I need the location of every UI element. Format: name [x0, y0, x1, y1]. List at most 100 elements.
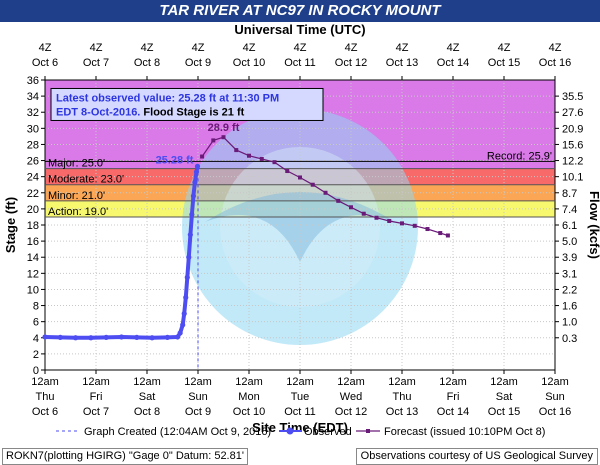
legend-created-label: Graph Created (12:04AM Oct 9, 2016) — [84, 426, 271, 438]
observed-value-label: 25.28 ft — [156, 154, 194, 166]
y-tick-label: 26 — [27, 156, 39, 168]
forecast-point — [247, 153, 251, 158]
forecast-point — [323, 190, 328, 195]
y-tick-label: 30 — [27, 123, 39, 135]
y-tick-label: 24 — [27, 172, 39, 184]
record-label: Record: 25.9' — [487, 150, 552, 162]
observed-point — [42, 334, 48, 340]
observed-point — [194, 163, 201, 169]
utc-date-label: Oct 15 — [488, 57, 520, 69]
flow-tick-label: 20.9 — [562, 123, 583, 135]
utc-tick-label: 4Z — [294, 42, 307, 54]
flow-tick-label: 10.1 — [562, 172, 583, 184]
utc-date-label: Oct 12 — [335, 57, 367, 69]
flow-axis-title: Flow (kcfs) — [587, 191, 600, 259]
utc-date-label: Oct 11 — [284, 57, 316, 69]
band-label-minor: Minor: 21.0' — [48, 190, 105, 202]
utc-tick-label: 4Z — [90, 42, 103, 54]
flow-tick-label: 15.6 — [562, 139, 583, 151]
flow-tick-label: 3.9 — [562, 252, 577, 264]
forecast-point — [361, 211, 366, 216]
site-day-label: Mon — [238, 391, 259, 403]
flow-tick-label: 2.2 — [562, 284, 577, 296]
utc-tick-label: 4Z — [345, 42, 358, 54]
site-date-label: Oct 10 — [233, 406, 265, 418]
forecast-point — [425, 227, 430, 232]
site-day-label: Sat — [496, 391, 513, 403]
flow-tick-label: 0.3 — [562, 333, 577, 345]
site-time-label: 12am — [490, 376, 518, 388]
utc-tick-label: 4Z — [498, 42, 511, 54]
forecast-point — [234, 148, 239, 153]
footer: ROKN7(plotting HGIRG) "Gage 0" Datum: 52… — [0, 448, 600, 465]
forecast-point — [310, 182, 315, 187]
y-tick-label: 0 — [33, 365, 39, 377]
site-date-label: Oct 12 — [335, 406, 367, 418]
site-date-label: Oct 9 — [185, 406, 211, 418]
forecast-point — [400, 221, 404, 226]
observed-point — [181, 311, 187, 317]
site-date-label: Oct 6 — [32, 406, 58, 418]
site-time-label: 12am — [184, 376, 212, 388]
flow-tick-label: 27.6 — [562, 107, 583, 119]
site-date-label: Oct 14 — [437, 406, 469, 418]
flow-tick-label: 5.0 — [562, 236, 577, 248]
utc-tick-label: 4Z — [141, 42, 154, 54]
forecast-point — [336, 198, 341, 203]
flow-tick-label: 1.0 — [562, 317, 577, 329]
observed-point — [190, 193, 197, 199]
y-tick-label: 6 — [33, 317, 39, 329]
utc-date-label: Oct 6 — [32, 57, 58, 69]
forecast-point — [272, 160, 277, 165]
bottom-axis-title: Site Time (EDT) — [252, 420, 348, 435]
flow-tick-label: 6.1 — [562, 220, 577, 232]
site-day-label: Wed — [340, 391, 362, 403]
datum-info: ROKN7(plotting HGIRG) "Gage 0" Datum: 52… — [2, 448, 248, 465]
utc-date-label: Oct 8 — [134, 57, 160, 69]
site-date-label: Oct 11 — [284, 406, 316, 418]
flow-tick-label: 35.5 — [562, 91, 583, 103]
site-day-label: Thu — [36, 391, 55, 403]
y-axis-title: Stage (ft) — [3, 197, 18, 253]
forecast-point — [285, 169, 290, 174]
site-time-label: 12am — [82, 376, 110, 388]
observed-point — [149, 335, 155, 341]
latest-value-box — [50, 87, 324, 121]
site-time-label: 12am — [133, 376, 161, 388]
observed-point — [118, 334, 125, 340]
observed-point — [177, 330, 183, 336]
top-axis-title: Universal Time (UTC) — [234, 22, 365, 37]
observed-point — [184, 274, 190, 280]
utc-date-label: Oct 16 — [539, 57, 571, 69]
y-tick-label: 20 — [27, 204, 39, 216]
site-day-label: Sat — [139, 391, 156, 403]
legend-forecast-marker — [366, 429, 370, 433]
utc-tick-label: 4Z — [192, 42, 205, 54]
observed-point — [134, 334, 140, 340]
y-tick-label: 2 — [33, 349, 39, 361]
utc-date-label: Oct 9 — [185, 57, 211, 69]
observed-point — [103, 334, 109, 340]
y-tick-label: 22 — [27, 188, 39, 200]
site-date-label: Oct 7 — [83, 406, 109, 418]
y-tick-label: 16 — [27, 236, 39, 248]
utc-tick-label: 4Z — [549, 42, 562, 54]
forecast-peak-label: 28.9 ft — [208, 122, 240, 134]
legend-observed-label: Observed — [304, 426, 352, 438]
band-label-major: Major: 25.0' — [48, 158, 105, 170]
forecast-point — [445, 233, 450, 238]
utc-tick-label: 4Z — [243, 42, 256, 54]
site-date-label: Oct 16 — [539, 406, 571, 418]
flow-tick-label: 8.7 — [562, 188, 577, 200]
observed-point — [180, 322, 186, 328]
flow-tick-label: 12.2 — [562, 156, 583, 168]
site-time-label: 12am — [31, 376, 59, 388]
forecast-point — [298, 175, 302, 180]
chart-title: TAR RIVER AT NC97 IN ROCKY MOUNT — [0, 0, 600, 22]
y-tick-label: 10 — [27, 284, 39, 296]
forecast-point — [438, 231, 443, 236]
forecast-point — [349, 205, 353, 210]
y-tick-label: 28 — [27, 139, 39, 151]
site-day-label: Thu — [393, 391, 412, 403]
utc-date-label: Oct 7 — [83, 57, 109, 69]
